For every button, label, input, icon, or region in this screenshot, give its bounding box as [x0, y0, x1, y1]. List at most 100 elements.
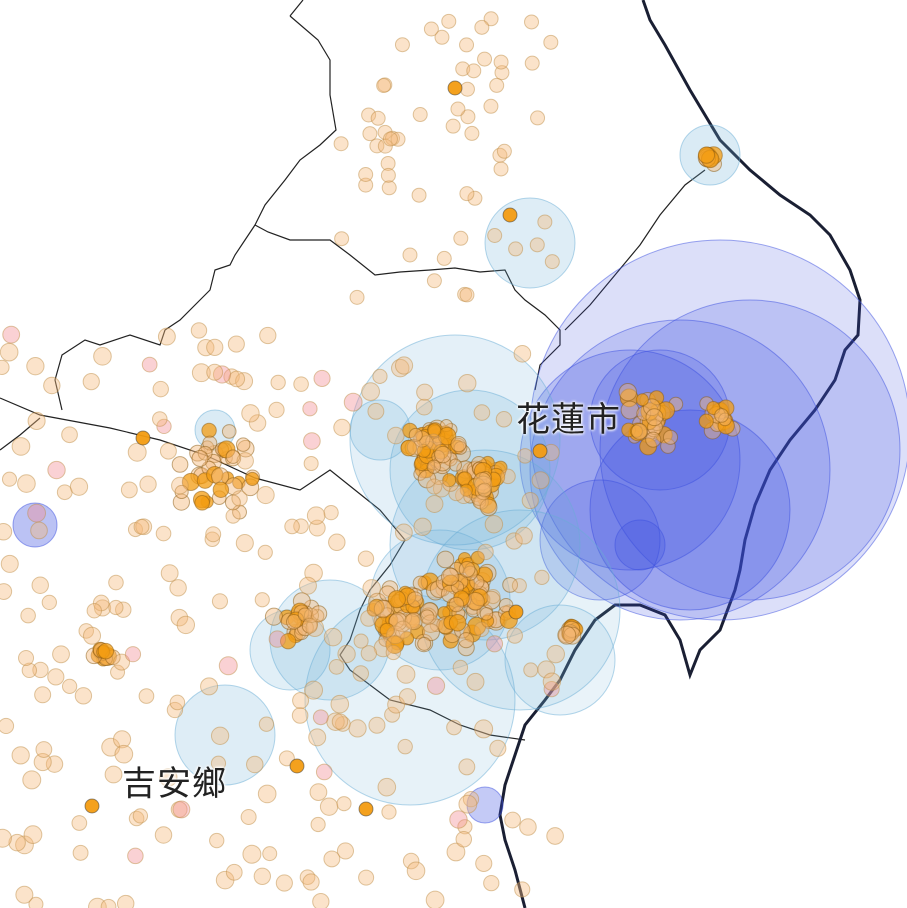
background-event-marker [474, 719, 494, 739]
background-event-marker [483, 98, 499, 114]
shallow-event-marker [645, 431, 662, 448]
background-event-marker [360, 610, 377, 627]
background-event-marker [403, 613, 421, 630]
shallow-event-marker [629, 424, 643, 438]
shallow-event-marker [221, 424, 237, 439]
shallow-event-marker [436, 550, 455, 569]
background-event-marker [292, 692, 310, 710]
background-event-marker [426, 273, 442, 289]
background-event-marker [11, 746, 30, 765]
background-event-marker [82, 373, 100, 391]
background-event-marker [336, 842, 355, 860]
background-event-marker [495, 411, 513, 428]
background-event-marker [425, 494, 444, 513]
background-event-marker [366, 600, 383, 617]
background-event-marker [358, 166, 374, 182]
background-event-marker [530, 110, 546, 126]
shallow-event-marker [400, 439, 418, 457]
background-event-marker [191, 363, 211, 383]
background-event-marker [291, 707, 309, 724]
background-event-marker [82, 626, 102, 645]
deep-event-marker [529, 319, 831, 621]
shallow-event-marker [470, 588, 489, 607]
background-event-marker [458, 373, 477, 393]
background-event-marker [477, 543, 494, 561]
coastline [498, 0, 862, 908]
background-event-marker [381, 180, 397, 196]
background-event-marker [206, 363, 224, 381]
background-event-marker [455, 830, 473, 848]
background-event-marker [521, 491, 539, 510]
background-event-marker [116, 894, 135, 908]
background-event-marker [362, 126, 378, 142]
mid-event-marker [174, 684, 276, 786]
notable-event-marker [502, 207, 518, 223]
background-event-marker [257, 544, 273, 560]
township-boundary-north [54, 0, 337, 411]
background-event-marker [302, 401, 318, 417]
background-event-marker [139, 475, 157, 493]
background-event-marker [452, 659, 469, 676]
background-event-marker [483, 11, 499, 27]
background-event-marker [377, 77, 393, 93]
shallow-event-marker [385, 635, 405, 655]
background-event-marker [367, 402, 385, 420]
background-event-marker [336, 796, 352, 812]
shallow-event-marker [448, 458, 462, 472]
background-event-marker [485, 589, 501, 605]
background-event-marker [436, 250, 452, 266]
deep-event-marker [539, 479, 661, 601]
background-event-marker [61, 678, 78, 694]
shallow-event-marker [458, 560, 476, 578]
shallow-event-marker [264, 607, 283, 626]
shallow-event-marker [197, 445, 213, 461]
background-event-marker [0, 828, 12, 848]
background-event-marker [467, 190, 483, 206]
background-event-marker [304, 680, 324, 700]
background-event-marker [284, 518, 300, 535]
shallow-event-marker [449, 439, 465, 455]
background-event-marker [293, 376, 309, 392]
background-event-marker [133, 518, 150, 535]
background-event-marker [448, 485, 465, 502]
background-event-marker [458, 758, 476, 776]
deep-event-marker [614, 519, 666, 571]
background-event-marker [489, 77, 505, 93]
background-event-marker [434, 29, 450, 45]
background-event-marker [312, 892, 330, 908]
background-event-marker [544, 254, 560, 270]
background-event-marker [349, 289, 365, 305]
shallow-event-marker [406, 591, 424, 608]
background-event-marker [459, 37, 475, 53]
background-event-marker [303, 432, 321, 450]
background-event-marker [61, 426, 78, 444]
background-event-marker [312, 709, 329, 726]
background-event-marker [71, 815, 88, 831]
background-event-marker [377, 777, 397, 797]
earthquake-events [0, 11, 907, 908]
background-event-marker [477, 51, 493, 67]
background-event-marker [473, 404, 491, 421]
background-event-marker [514, 881, 531, 898]
background-event-marker [190, 322, 208, 339]
background-event-marker [453, 230, 469, 246]
background-event-marker [425, 890, 445, 908]
background-event-marker [455, 61, 471, 77]
background-event-marker [302, 873, 320, 891]
background-event-marker [328, 533, 346, 552]
shallow-event-marker [458, 632, 475, 649]
background-event-marker [227, 335, 245, 353]
background-event-marker [204, 531, 221, 548]
background-event-marker [360, 645, 378, 662]
background-event-marker [337, 644, 356, 664]
notable-event-marker [135, 430, 151, 446]
background-event-marker [402, 247, 418, 263]
background-event-marker [319, 797, 339, 816]
background-event-marker [176, 615, 196, 635]
background-event-marker [299, 576, 317, 595]
background-event-marker [93, 599, 112, 617]
shallow-event-marker [212, 481, 230, 498]
background-event-marker [0, 342, 19, 362]
background-event-marker [361, 382, 380, 402]
